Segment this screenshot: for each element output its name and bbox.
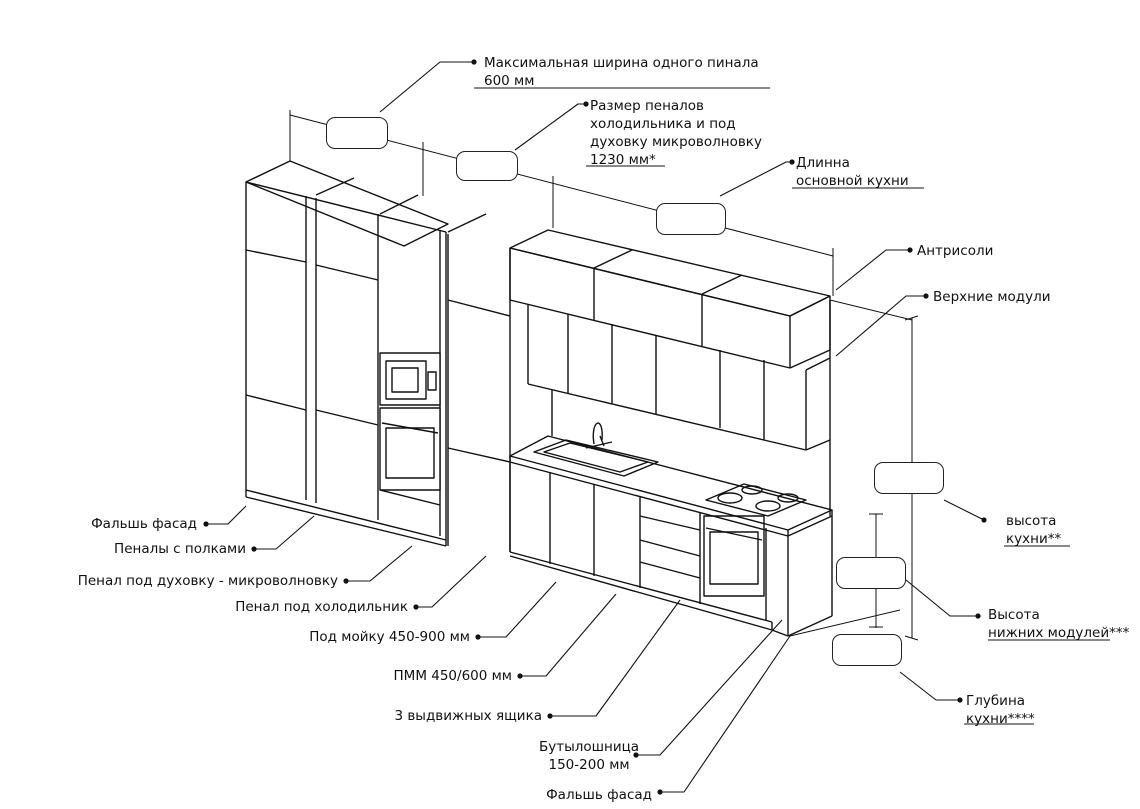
label-bottle-rack-line2: 150-200 мм bbox=[548, 757, 630, 773]
label-lower-height: Высота нижних модулей*** bbox=[988, 606, 1129, 642]
upper-cabinets bbox=[509, 229, 831, 451]
label-max-width-line2: 600 мм bbox=[484, 73, 535, 89]
label-main-length-line1: Длинна bbox=[796, 155, 850, 171]
dimension-box-depth bbox=[832, 634, 902, 666]
label-oven-microwave-cabinet: Пенал под духовку - микроволновку bbox=[77, 573, 338, 589]
dimension-box-max-width bbox=[326, 117, 388, 149]
dimension-box-kitchen-height bbox=[874, 462, 944, 494]
dimension-box-main-length bbox=[656, 203, 726, 235]
dimension-box-fridge-oven bbox=[456, 151, 518, 181]
label-max-width: Максимальная ширина одного пинала 600 мм bbox=[484, 54, 759, 90]
label-bottle-rack: Бутылошница 150-200 мм bbox=[539, 738, 639, 774]
label-max-width-line1: Максимальная ширина одного пинала bbox=[484, 55, 759, 71]
label-dishwasher: ПММ 450/600 мм bbox=[393, 668, 512, 684]
label-kitchen-height-line2: кухни** bbox=[1006, 531, 1062, 547]
label-fake-facade-left: Фальшь фасад bbox=[91, 516, 197, 532]
label-fridge-oven-line3: духовку микроволновку bbox=[590, 134, 762, 150]
label-sink: Под мойку 450-900 мм bbox=[309, 629, 470, 645]
label-main-length: Длинна основной кухни bbox=[796, 154, 909, 190]
label-shelf-cabinets: Пеналы с полками bbox=[114, 541, 246, 557]
label-bottle-rack-line1: Бутылошница bbox=[539, 739, 640, 755]
label-fridge-cabinet: Пенал под холодильник bbox=[235, 599, 408, 615]
label-upper-modules: Верхние модули bbox=[933, 289, 1051, 305]
label-lower-height-line2: нижних модулей*** bbox=[988, 625, 1130, 641]
label-fridge-oven-line1: Размер пеналов bbox=[590, 98, 705, 114]
label-depth: Глубина кухни**** bbox=[966, 692, 1035, 728]
callout-dots bbox=[203, 59, 987, 795]
label-fake-facade-bottom: Фальшь фасад bbox=[546, 787, 652, 803]
label-antresoli: Антрисоли bbox=[917, 243, 994, 259]
label-kitchen-height: высота кухни** bbox=[1006, 512, 1061, 548]
label-depth-line2: кухни**** bbox=[966, 711, 1035, 727]
label-lower-height-line1: Высота bbox=[988, 607, 1040, 623]
dimension-box-lower-height bbox=[836, 557, 906, 589]
label-fridge-oven-line2: холодильника и под bbox=[590, 116, 736, 132]
label-drawers: 3 выдвижных ящика bbox=[394, 708, 542, 724]
label-depth-line1: Глубина bbox=[966, 693, 1026, 709]
label-kitchen-height-line1: высота bbox=[1006, 513, 1057, 529]
lower-cabinets bbox=[509, 300, 833, 637]
label-fridge-oven-line4: 1230 мм* bbox=[590, 152, 656, 168]
leader-lines bbox=[206, 61, 1110, 793]
label-main-length-line2: основной кухни bbox=[796, 173, 909, 189]
tall-cabinets bbox=[245, 160, 511, 552]
label-fridge-oven: Размер пеналов холодильника и под духовк… bbox=[590, 97, 762, 169]
